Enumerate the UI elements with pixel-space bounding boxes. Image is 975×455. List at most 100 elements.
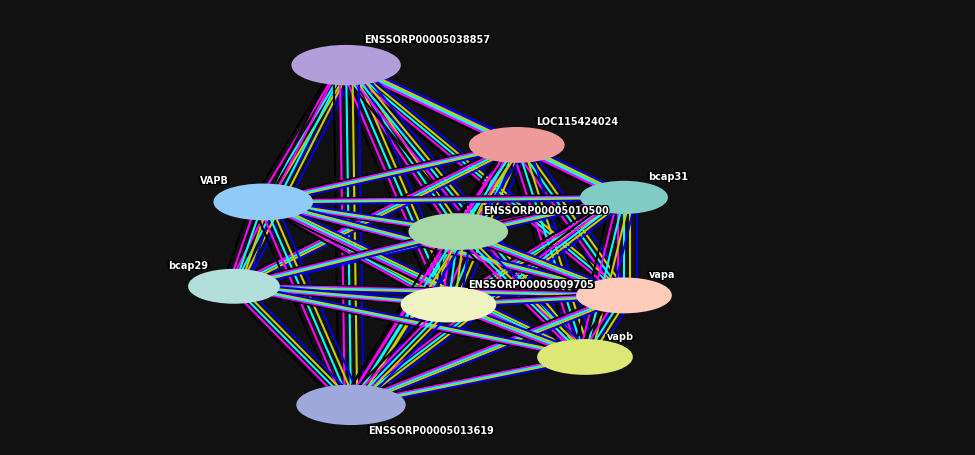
Text: ENSSORP00005013619: ENSSORP00005013619 bbox=[367, 424, 492, 434]
Text: ENSSORP00005009705: ENSSORP00005009705 bbox=[468, 279, 594, 289]
Text: ENSSORP00005010500: ENSSORP00005010500 bbox=[485, 207, 610, 217]
Text: bcap31: bcap31 bbox=[648, 172, 688, 182]
Text: LOC115424024: LOC115424024 bbox=[538, 117, 620, 127]
Ellipse shape bbox=[581, 182, 667, 213]
Text: vapb: vapb bbox=[608, 332, 636, 342]
Text: VAPB: VAPB bbox=[198, 175, 227, 185]
Text: bcap29: bcap29 bbox=[170, 261, 210, 271]
Text: ENSSORP00005010500: ENSSORP00005010500 bbox=[481, 206, 606, 216]
Text: ENSSORP00005009705: ENSSORP00005009705 bbox=[470, 278, 596, 288]
Text: VAPB: VAPB bbox=[200, 177, 229, 187]
Text: VAPB: VAPB bbox=[198, 176, 227, 186]
Ellipse shape bbox=[470, 129, 564, 162]
Text: ENSSORP00005013619: ENSSORP00005013619 bbox=[369, 426, 494, 436]
Text: vapb: vapb bbox=[604, 332, 632, 342]
Text: vapb: vapb bbox=[606, 332, 634, 342]
Text: vapa: vapa bbox=[646, 269, 673, 279]
Text: bcap31: bcap31 bbox=[646, 171, 686, 181]
Text: ENSSORP00005038857: ENSSORP00005038857 bbox=[364, 35, 489, 45]
Text: ENSSORP00005010500: ENSSORP00005010500 bbox=[485, 206, 610, 216]
Text: LOC115424024: LOC115424024 bbox=[536, 116, 618, 126]
Text: ENSSORP00005010500: ENSSORP00005010500 bbox=[483, 207, 608, 217]
Text: ENSSORP00005009705: ENSSORP00005009705 bbox=[468, 280, 594, 290]
Text: bcap29: bcap29 bbox=[168, 259, 208, 269]
Text: bcap29: bcap29 bbox=[166, 261, 206, 271]
Text: ENSSORP00005010500: ENSSORP00005010500 bbox=[485, 205, 610, 215]
Ellipse shape bbox=[189, 270, 279, 303]
Text: ENSSORP00005038857: ENSSORP00005038857 bbox=[366, 35, 491, 46]
Text: LOC115424024: LOC115424024 bbox=[538, 116, 620, 126]
Text: vapb: vapb bbox=[608, 331, 636, 341]
Text: LOC115424024: LOC115424024 bbox=[536, 118, 618, 128]
Ellipse shape bbox=[577, 279, 671, 313]
Text: ENSSORP00005010500: ENSSORP00005010500 bbox=[481, 207, 606, 217]
Text: vapa: vapa bbox=[646, 270, 673, 280]
Text: vapa: vapa bbox=[648, 268, 675, 278]
Text: ENSSORP00005010500: ENSSORP00005010500 bbox=[483, 206, 608, 216]
Text: ENSSORP00005010500: ENSSORP00005010500 bbox=[481, 205, 606, 215]
Ellipse shape bbox=[538, 340, 632, 374]
Text: bcap31: bcap31 bbox=[650, 171, 690, 181]
Text: ENSSORP00005009705: ENSSORP00005009705 bbox=[466, 278, 592, 288]
Text: ENSSORP00005009705: ENSSORP00005009705 bbox=[470, 279, 596, 289]
Text: bcap31: bcap31 bbox=[646, 172, 686, 182]
Text: ENSSORP00005038857: ENSSORP00005038857 bbox=[364, 35, 489, 46]
Text: ENSSORP00005013619: ENSSORP00005013619 bbox=[367, 425, 492, 435]
Text: ENSSORP00005009705: ENSSORP00005009705 bbox=[470, 280, 596, 290]
Text: ENSSORP00005013619: ENSSORP00005013619 bbox=[367, 426, 492, 436]
Text: LOC115424024: LOC115424024 bbox=[534, 118, 616, 128]
Text: ENSSORP00005038857: ENSSORP00005038857 bbox=[364, 34, 489, 44]
Text: VAPB: VAPB bbox=[200, 176, 229, 186]
Text: ENSSORP00005013619: ENSSORP00005013619 bbox=[370, 424, 496, 434]
Text: ENSSORP00005009705: ENSSORP00005009705 bbox=[468, 278, 594, 288]
Text: bcap29: bcap29 bbox=[170, 260, 210, 270]
Text: vapa: vapa bbox=[648, 270, 675, 280]
Text: bcap29: bcap29 bbox=[168, 260, 208, 270]
Text: LOC115424024: LOC115424024 bbox=[536, 117, 618, 127]
Text: ENSSORP00005038857: ENSSORP00005038857 bbox=[366, 35, 491, 45]
Ellipse shape bbox=[402, 288, 495, 322]
Ellipse shape bbox=[410, 215, 507, 249]
Text: vapb: vapb bbox=[608, 333, 636, 343]
Text: vapa: vapa bbox=[650, 270, 677, 280]
Text: bcap29: bcap29 bbox=[168, 261, 208, 271]
Text: ENSSORP00005038857: ENSSORP00005038857 bbox=[362, 35, 488, 46]
Text: vapb: vapb bbox=[606, 333, 634, 343]
Ellipse shape bbox=[214, 185, 312, 220]
Text: vapa: vapa bbox=[650, 269, 677, 279]
Text: ENSSORP00005010500: ENSSORP00005010500 bbox=[483, 205, 608, 215]
Text: VAPB: VAPB bbox=[202, 175, 231, 185]
Text: bcap29: bcap29 bbox=[166, 260, 206, 270]
Text: bcap31: bcap31 bbox=[650, 172, 690, 182]
Text: vapa: vapa bbox=[650, 268, 677, 278]
Text: LOC115424024: LOC115424024 bbox=[534, 117, 616, 127]
Text: VAPB: VAPB bbox=[202, 176, 231, 186]
Text: ENSSORP00005013619: ENSSORP00005013619 bbox=[369, 424, 494, 434]
Text: LOC115424024: LOC115424024 bbox=[538, 118, 620, 128]
Ellipse shape bbox=[297, 386, 405, 424]
Text: bcap29: bcap29 bbox=[170, 259, 210, 269]
Text: ENSSORP00005038857: ENSSORP00005038857 bbox=[366, 34, 491, 44]
Text: ENSSORP00005013619: ENSSORP00005013619 bbox=[370, 426, 496, 436]
Text: vapb: vapb bbox=[604, 331, 632, 341]
Text: ENSSORP00005038857: ENSSORP00005038857 bbox=[362, 34, 488, 44]
Text: vapb: vapb bbox=[606, 331, 634, 341]
Text: VAPB: VAPB bbox=[200, 175, 229, 185]
Text: bcap31: bcap31 bbox=[650, 172, 690, 182]
Text: ENSSORP00005009705: ENSSORP00005009705 bbox=[466, 280, 592, 290]
Text: ENSSORP00005038857: ENSSORP00005038857 bbox=[362, 35, 488, 45]
Text: LOC115424024: LOC115424024 bbox=[534, 116, 616, 126]
Text: ENSSORP00005013619: ENSSORP00005013619 bbox=[370, 425, 496, 435]
Text: ENSSORP00005013619: ENSSORP00005013619 bbox=[369, 425, 494, 435]
Text: bcap31: bcap31 bbox=[648, 171, 688, 181]
Text: ENSSORP00005009705: ENSSORP00005009705 bbox=[466, 279, 592, 289]
Text: vapb: vapb bbox=[604, 333, 632, 343]
Text: bcap31: bcap31 bbox=[648, 172, 688, 182]
Text: VAPB: VAPB bbox=[198, 177, 227, 187]
Ellipse shape bbox=[292, 47, 400, 85]
Text: vapa: vapa bbox=[648, 269, 675, 279]
Text: bcap31: bcap31 bbox=[646, 172, 686, 182]
Text: VAPB: VAPB bbox=[202, 177, 231, 187]
Text: vapa: vapa bbox=[646, 268, 673, 278]
Text: bcap29: bcap29 bbox=[166, 259, 206, 269]
